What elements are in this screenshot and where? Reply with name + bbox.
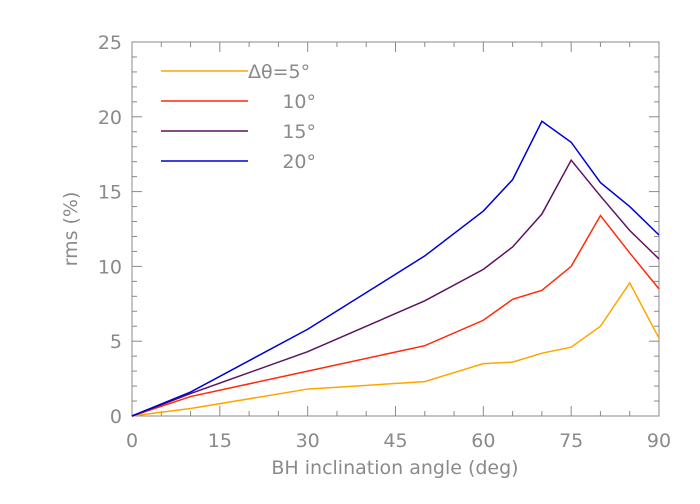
y-tick-label: 15 xyxy=(98,182,122,204)
series-line xyxy=(131,281,660,417)
series-line xyxy=(131,120,660,417)
x-tick-label: 30 xyxy=(296,430,320,452)
x-tick-label: 15 xyxy=(208,430,232,452)
x-tick-label: 60 xyxy=(471,430,495,452)
y-tick-label: 10 xyxy=(98,256,122,278)
legend-label: 15° xyxy=(282,121,316,143)
series-line xyxy=(131,214,660,417)
x-tick-label: 75 xyxy=(559,430,583,452)
y-axis-label: rms (%) xyxy=(60,192,82,267)
legend-label: 20° xyxy=(282,151,316,173)
x-axis-label: BH inclination angle (deg) xyxy=(271,457,518,479)
y-tick-label: 25 xyxy=(98,32,122,54)
y-tick-label: 0 xyxy=(110,406,122,428)
plot-frame xyxy=(131,41,660,417)
x-tick-label: 45 xyxy=(383,430,407,452)
x-tick-label: 90 xyxy=(647,430,671,452)
legend-label: 10° xyxy=(282,91,316,113)
y-tick-label: 20 xyxy=(98,107,122,129)
series-line xyxy=(131,158,660,417)
legend-label: Δθ=5° xyxy=(248,61,310,83)
y-tick-label: 5 xyxy=(110,331,122,353)
x-tick-label: 0 xyxy=(126,430,138,452)
